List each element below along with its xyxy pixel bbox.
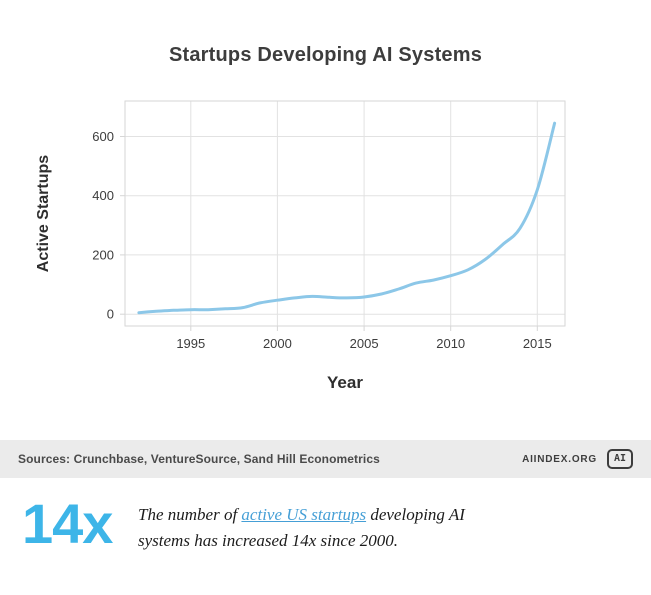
x-tick-label: 1995 — [176, 336, 205, 351]
y-tick-label: 200 — [92, 247, 114, 262]
sources-text: Sources: Crunchbase, VentureSource, Sand… — [18, 452, 380, 466]
caption-before: The number of — [138, 505, 242, 524]
stat-value: 14x — [22, 492, 113, 555]
x-tick-label: 2005 — [350, 336, 379, 351]
aiindex-url: AIINDEX.ORG — [522, 453, 597, 465]
x-tick-label: 2000 — [263, 336, 292, 351]
caption-text: The number of active US startups develop… — [138, 502, 490, 553]
y-axis-label: Active Startups — [35, 155, 52, 272]
chart-title: Startups Developing AI Systems — [168, 44, 483, 66]
aiindex-logo-glyph: AI — [613, 453, 627, 464]
data-line-active-startups — [137, 121, 557, 315]
x-tick-label: 2015 — [523, 336, 552, 351]
y-tick-label: 0 — [107, 307, 114, 322]
aiindex-logo-icon: AI — [607, 449, 633, 469]
caption-after: developing AI systems has increased 14x … — [138, 505, 465, 550]
x-axis-label: Year — [327, 373, 363, 392]
line-chart: 0 200 400 600 1995 2000 2005 2010 2015 Active Sta… — [35, 100, 566, 392]
y-tick-label: 600 — [92, 129, 114, 144]
x-tick-label: 2010 — [436, 336, 465, 351]
source-bar: Sources: Crunchbase, VentureSource, Sand… — [0, 440, 651, 478]
chart-area: 0 200 400 600 1995 2000 2005 2010 2015 Active Sta… — [0, 73, 651, 415]
plot-border — [124, 100, 566, 327]
aiindex-branding: AIINDEX.ORG AI — [522, 449, 633, 469]
y-tick-label: 400 — [92, 188, 114, 203]
active-us-startups-link[interactable]: active US startups — [241, 505, 367, 524]
stat-callout: 14x The number of active US startups dev… — [0, 496, 651, 553]
